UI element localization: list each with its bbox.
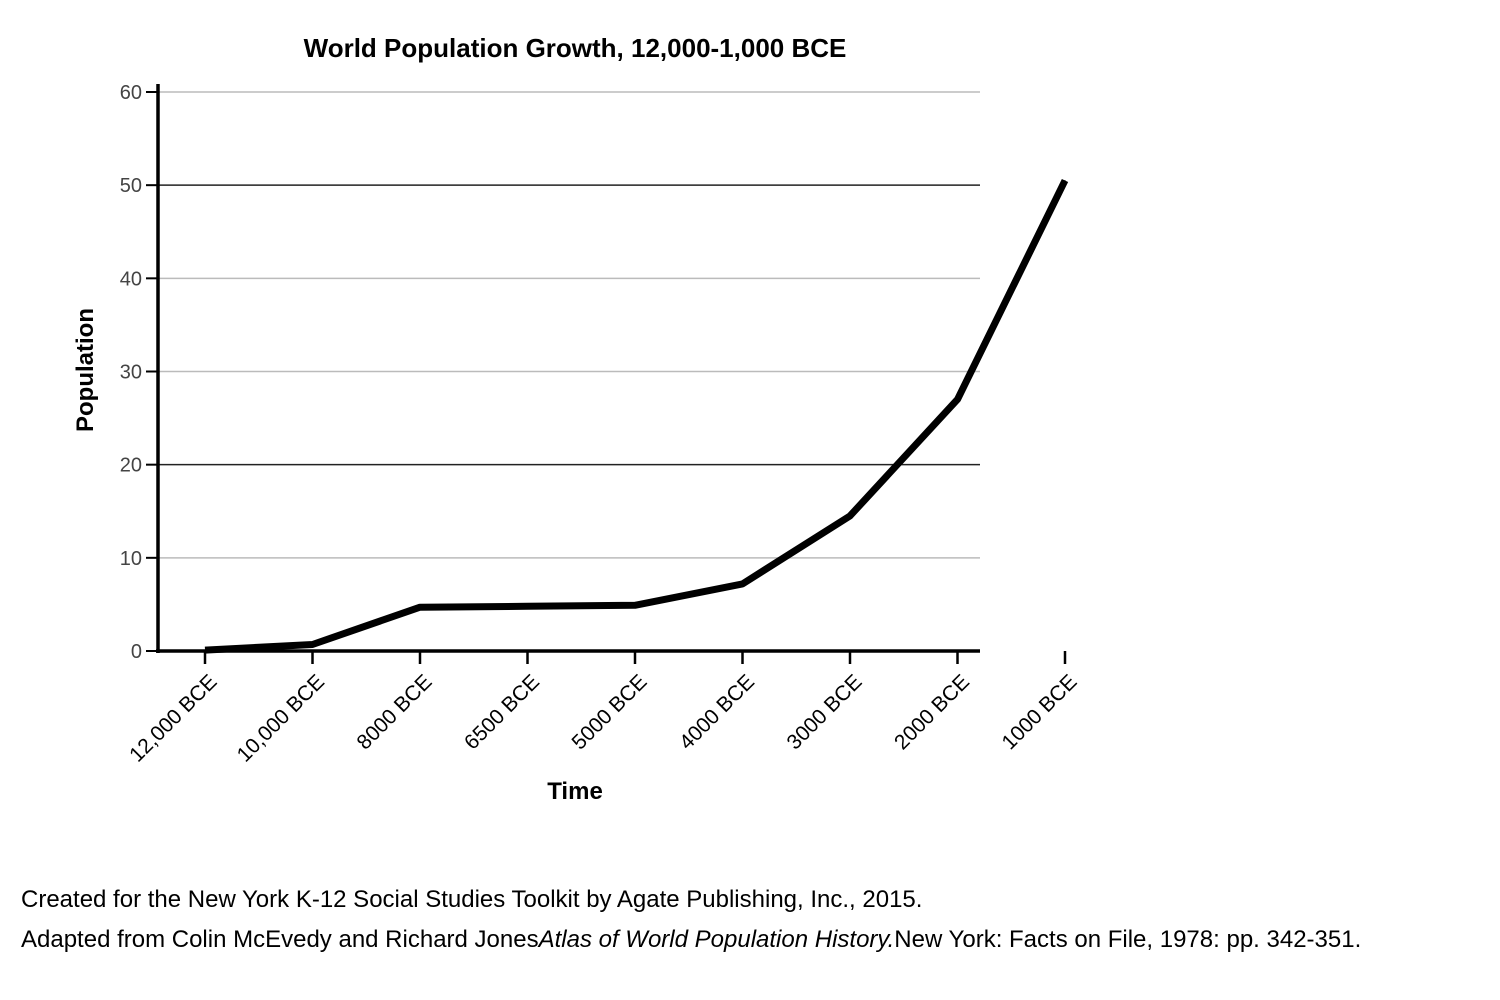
data-point <box>957 398 958 400</box>
data-point <box>742 583 743 585</box>
data-point <box>312 644 313 645</box>
y-tick-label-10: 10 <box>120 548 142 570</box>
data-point <box>419 606 421 608</box>
credit-line-created: Created for the New York K-12 Social Stu… <box>21 886 923 913</box>
series-line-0 <box>204 178 1069 654</box>
x-tick-label: 12,000 BCE <box>125 670 221 766</box>
grid-lines <box>158 91 980 559</box>
data-point <box>849 515 851 517</box>
data-point <box>204 649 206 651</box>
x-tick-label: 8000 BCE <box>353 670 437 754</box>
data-point <box>527 605 528 607</box>
y-tick-label-20: 20 <box>120 455 142 477</box>
x-tick-label: 10,000 BCE <box>233 670 329 766</box>
x-axis-label: Time <box>547 778 603 805</box>
y-tick-label-0: 0 <box>131 641 142 663</box>
data-point <box>634 604 636 606</box>
x-ticks: 12,000 BCE 10,000 BCE 8000 BCE 6500 BCE 5000… <box>125 651 1082 767</box>
x-tick-label: 1000 BCE <box>998 670 1082 754</box>
x-tick-label: 3000 BCE <box>783 670 867 754</box>
credit-authors: Adapted from Colin McEvedy and Richard J… <box>21 926 539 953</box>
y-tick-label-30: 30 <box>120 362 142 384</box>
x-tick-label: 6500 BCE <box>460 670 544 754</box>
data-point <box>1064 180 1066 181</box>
y-tick-label-50: 50 <box>120 175 142 197</box>
axes <box>156 84 980 653</box>
x-tick-label: 5000 BCE <box>568 670 652 754</box>
credit-line-adapted: Adapted from Colin McEvedy and Richard J… <box>21 920 1491 960</box>
credit-publisher: New York: Facts on File, 1978: pp. 342-3… <box>894 926 1362 953</box>
chart-title: World Population Growth, 12,000-1,000 BC… <box>304 33 847 63</box>
source-credits: Created for the New York K-12 Social Stu… <box>21 880 1491 960</box>
y-tick-label-60: 60 <box>120 82 142 104</box>
population-chart: World Population Growth, 12,000-1,000 BC… <box>72 33 1082 805</box>
y-axis-label: Population <box>72 308 99 432</box>
credit-book-title: Atlas of World Population History. <box>538 926 895 953</box>
series-layer <box>204 178 1069 654</box>
y-ticks: 0 10 20 30 40 50 60 <box>120 82 158 663</box>
x-tick-label: 4000 BCE <box>675 670 759 754</box>
x-tick-label: 2000 BCE <box>890 670 974 754</box>
y-tick-label-40: 40 <box>120 268 142 290</box>
